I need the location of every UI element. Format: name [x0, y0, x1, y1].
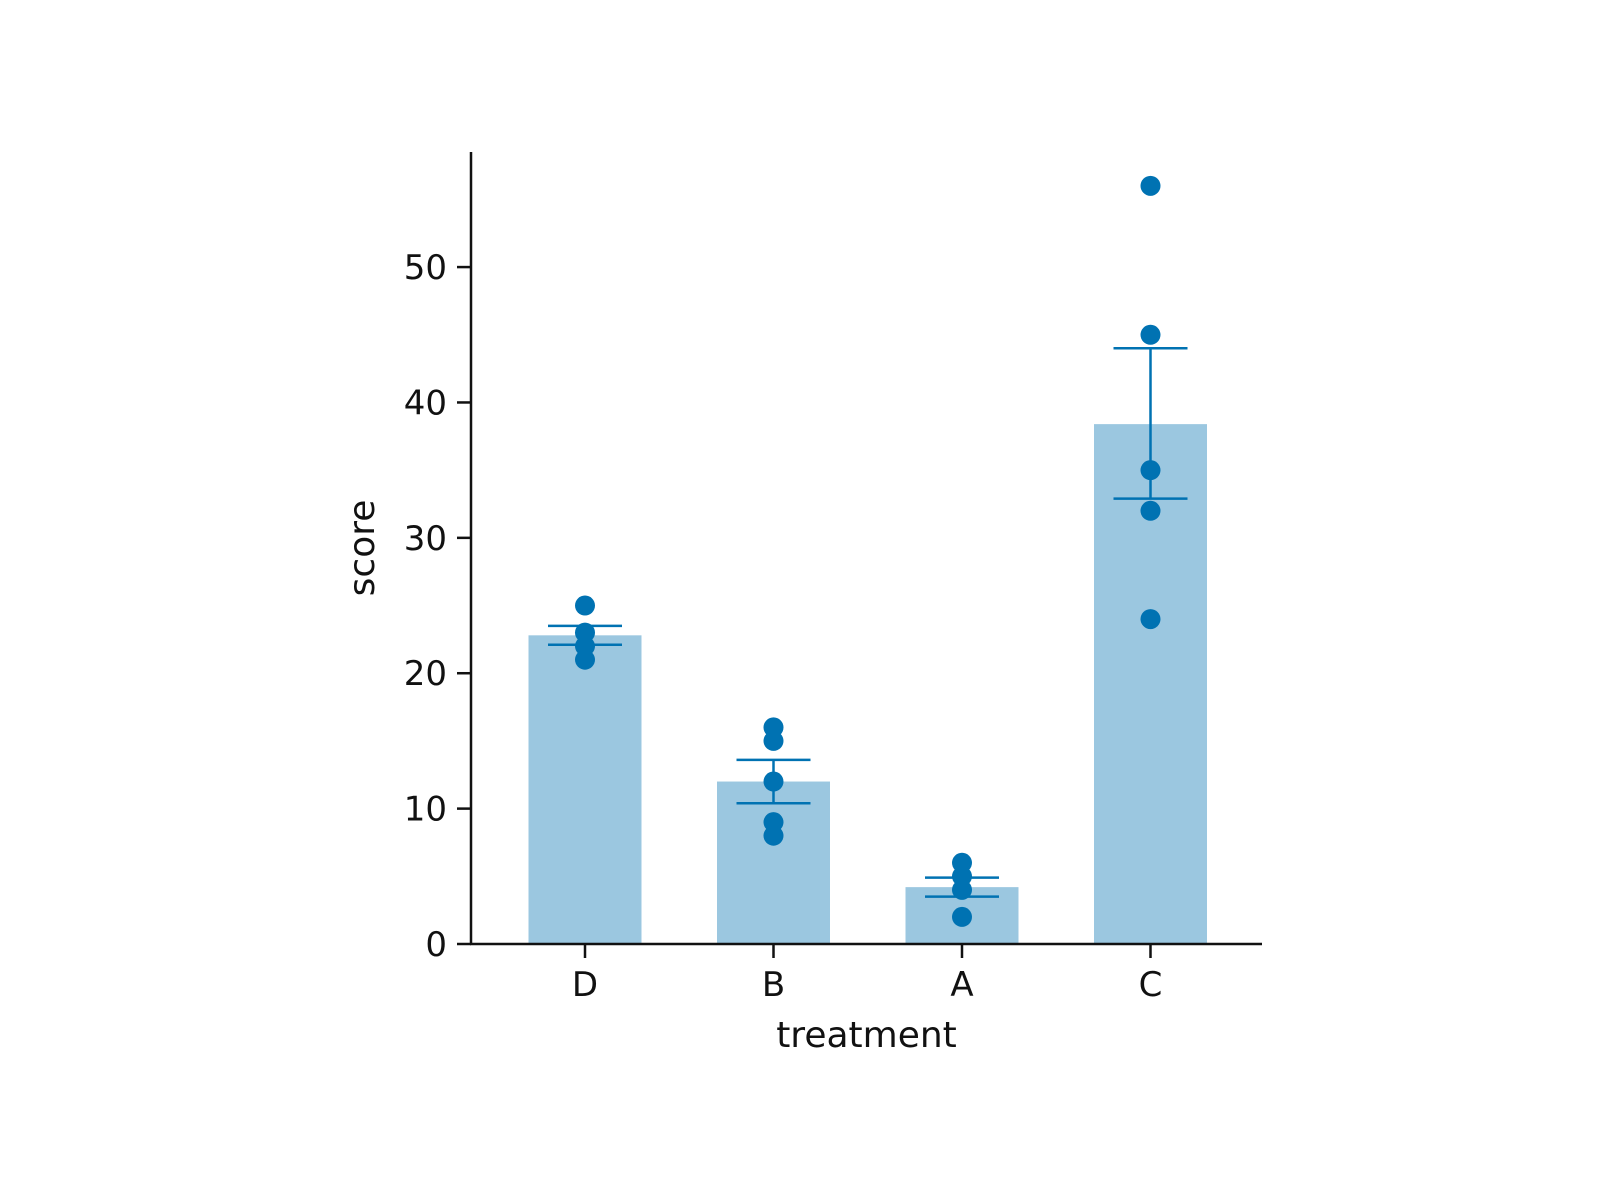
- x-tick-label: D: [572, 965, 598, 1005]
- data-point-B: [763, 730, 784, 751]
- data-point-D: [575, 595, 595, 616]
- data-point-A: [952, 879, 972, 900]
- x-tick-label: B: [762, 965, 785, 1005]
- y-tick-label: 0: [425, 925, 447, 965]
- data-point-D: [575, 649, 595, 670]
- data-point-C: [1140, 460, 1161, 481]
- x-axis-title: treatment: [776, 1015, 957, 1056]
- bar-B: [717, 781, 830, 944]
- data-point-C: [1140, 609, 1161, 630]
- y-tick-label: 20: [404, 654, 447, 694]
- bars: [528, 424, 1207, 945]
- y-tick-label: 50: [404, 248, 447, 288]
- error-bars: [548, 347, 1188, 898]
- data-point-C: [1140, 500, 1161, 521]
- data-point-A: [952, 906, 972, 927]
- data-points: [575, 175, 1161, 927]
- y-tick-label: 40: [404, 383, 447, 423]
- y-tick-label: 10: [404, 790, 447, 830]
- y-axis-title: score: [342, 500, 383, 597]
- axes: 0 10 20 30 40 50 D B A C: [404, 152, 1262, 1005]
- x-tick-label: C: [1139, 965, 1163, 1005]
- data-point-B: [763, 771, 784, 792]
- data-point-C: [1140, 324, 1161, 345]
- data-point-B: [763, 825, 784, 846]
- x-tick-label: A: [950, 965, 973, 1005]
- data-point-C: [1140, 175, 1161, 196]
- bar-D: [528, 635, 642, 944]
- y-tick-label: 30: [404, 519, 447, 559]
